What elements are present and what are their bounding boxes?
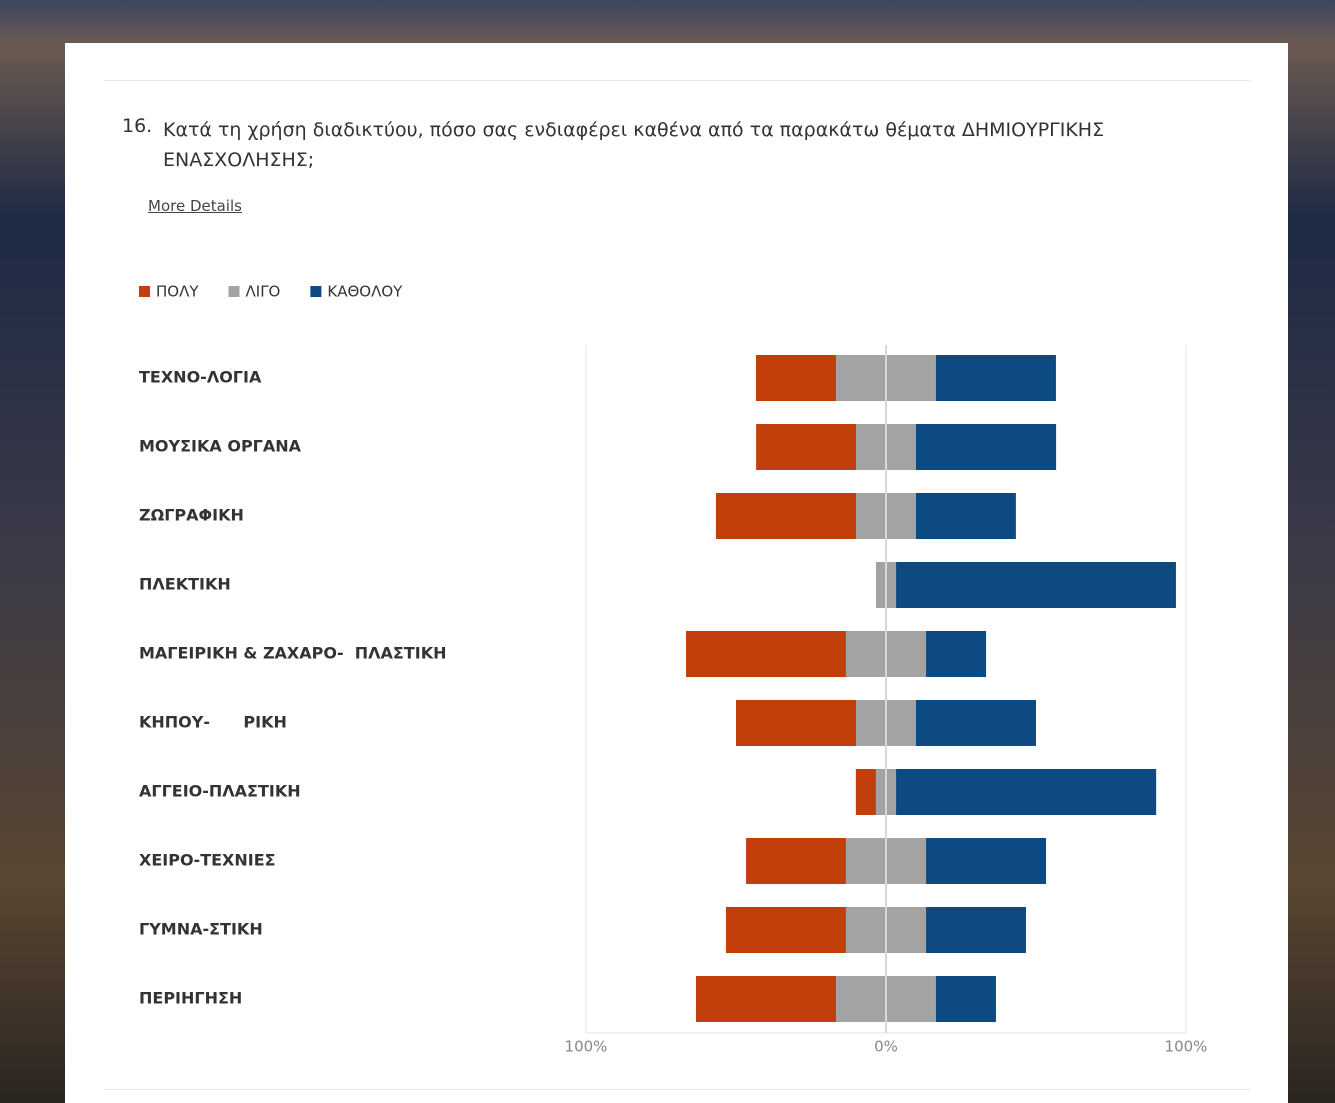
x-tick-label: 100% <box>565 1038 608 1056</box>
question-text: Κατά τη χρήση διαδικτύου, πόσο σας ενδια… <box>163 119 1105 171</box>
bar-segment <box>916 493 1016 539</box>
category-label: ΖΩΓΡΑΦΙΚΗ <box>139 506 244 525</box>
bar-segment <box>926 838 1047 884</box>
bar-segment <box>916 424 1057 470</box>
category-label: ΜΟΥΣΙΚΑ ΟΡΓΑΝΑ <box>139 437 302 456</box>
bar-segment <box>686 631 846 677</box>
legend-label: ΚΑΘΟΛΟΥ <box>327 283 403 301</box>
question-number: 16. <box>122 115 153 137</box>
divider <box>105 80 1250 81</box>
category-label: ΜΑΓΕΙΡΙΚΗ & ΖΑΧΑΡΟ- ΠΛΑΣΤΙΚΗ <box>139 644 447 663</box>
category-label: ΧΕΙΡΟ-ΤΕΧΝΙΕΣ <box>139 851 276 870</box>
bar-segment <box>916 700 1036 746</box>
bar-segment <box>725 907 846 953</box>
bar-segment <box>746 838 846 884</box>
x-tick-label: 0% <box>874 1038 898 1056</box>
legend-swatch <box>139 286 150 297</box>
bar-segment <box>926 907 1026 953</box>
bar-segment <box>715 493 856 539</box>
category-label: ΤΕΧΝΟ-ΛΟΓΙΑ <box>139 368 262 387</box>
more-details-link[interactable]: More Details <box>148 197 242 215</box>
bar-segment <box>855 769 876 815</box>
bar-segment <box>736 700 856 746</box>
bar-segment <box>695 976 837 1022</box>
x-tick-label: 100% <box>1165 1038 1208 1056</box>
bar-segment <box>926 631 987 677</box>
bar-segment <box>896 769 1157 815</box>
bar-segment <box>935 976 996 1022</box>
category-label: ΠΛΕΚΤΙΚΗ <box>139 575 231 594</box>
bar-segment <box>756 424 856 470</box>
category-label: ΓΥΜΝΑ-ΣΤΙΚΗ <box>139 920 263 939</box>
bar-segment <box>896 562 1176 608</box>
category-label: ΑΓΓΕΙΟ-ΠΛΑΣΤΙΚΗ <box>139 782 301 801</box>
legend-label: ΠΟΛΥ <box>156 283 199 301</box>
divider <box>105 1089 1250 1090</box>
legend-label: ΛΙΓΟ <box>246 283 281 301</box>
category-label: ΠΕΡΙΗΓΗΣΗ <box>139 989 242 1008</box>
bar-segment <box>935 355 1056 401</box>
bar-segment <box>755 355 837 401</box>
category-label: ΚΗΠΟΥ- ΡΙΚΗ <box>139 713 287 732</box>
legend-swatch <box>310 286 322 297</box>
legend-swatch <box>228 286 240 297</box>
